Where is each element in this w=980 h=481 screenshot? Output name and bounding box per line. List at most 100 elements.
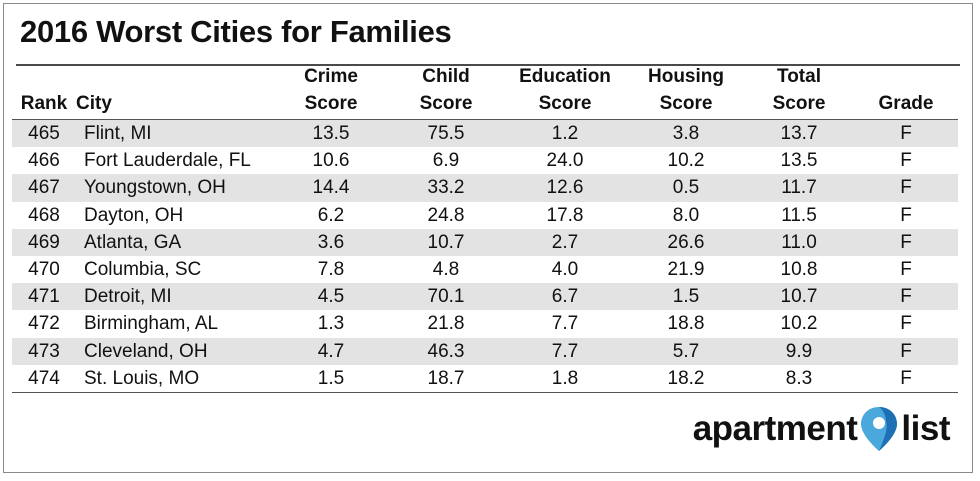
cell-grade: F xyxy=(854,337,958,365)
cell-city: St. Louis, MO xyxy=(76,364,272,393)
cell-total: 11.5 xyxy=(781,204,817,226)
column-header-line: Rank xyxy=(20,93,68,114)
cell-rank: 469 xyxy=(12,228,76,256)
column-header-city: City xyxy=(76,62,272,120)
column-header-line: Score xyxy=(538,93,592,114)
cell-crime: 14.4 xyxy=(272,174,390,202)
cell-city: Flint, MI xyxy=(76,119,272,148)
cell-education: 12.6 xyxy=(502,174,628,202)
cell-city: Fort Lauderdale, FL xyxy=(84,150,251,172)
table-row: 473 Cleveland, OH 4.7 46.3 7.7 5.7 9.9 F xyxy=(12,337,958,365)
cell-child: 21.8 xyxy=(427,313,465,335)
cell-education: 1.2 xyxy=(502,119,628,148)
table-row: 469 Atlanta, GA 3.6 10.7 2.7 26.6 11.0 F xyxy=(12,228,958,256)
column-header-line xyxy=(854,63,958,90)
cell-city: Birmingham, AL xyxy=(84,313,219,335)
cell-child: 75.5 xyxy=(390,119,502,148)
cell-total: 9.9 xyxy=(744,337,854,365)
cities-table: Rank City Crime Score Child Score Education Sc… xyxy=(12,62,958,393)
cell-child: 70.1 xyxy=(390,283,502,311)
cell-education: 6.7 xyxy=(502,283,628,311)
cell-education: 7.7 xyxy=(551,313,579,335)
column-header-line: Grade xyxy=(878,93,934,114)
cell-grade: F xyxy=(854,174,958,202)
cell-grade: F xyxy=(854,119,958,148)
cell-crime: 6.2 xyxy=(317,204,345,226)
table-row: 471 Detroit, MI 4.5 70.1 6.7 1.5 10.7 F xyxy=(12,283,958,311)
cell-city: Detroit, MI xyxy=(76,283,272,311)
cell-city: Youngstown, OH xyxy=(76,174,272,202)
cell-education: 2.7 xyxy=(502,228,628,256)
column-header-grade: Grade xyxy=(854,62,958,120)
cell-education: 7.7 xyxy=(502,337,628,365)
cell-grade: F xyxy=(854,228,958,256)
column-header-education: Education Score xyxy=(502,62,628,120)
cell-crime: 3.6 xyxy=(272,228,390,256)
cell-child: 46.3 xyxy=(390,337,502,365)
cell-rank: 472 xyxy=(28,313,60,335)
cell-total: 10.2 xyxy=(780,313,818,335)
cell-child: 18.7 xyxy=(390,364,502,393)
cell-grade: F xyxy=(900,259,912,281)
cell-rank: 466 xyxy=(28,150,60,172)
cell-housing: 3.8 xyxy=(628,119,744,148)
cell-rank: 468 xyxy=(28,204,60,226)
cell-rank: 474 xyxy=(12,364,76,393)
cell-grade: F xyxy=(900,313,912,335)
cell-rank: 470 xyxy=(28,259,60,281)
column-header-line xyxy=(76,63,272,90)
column-header-line: Total xyxy=(777,66,821,87)
cell-total: 10.7 xyxy=(744,283,854,311)
cell-grade: F xyxy=(854,364,958,393)
column-header-crime: Crime Score xyxy=(272,62,390,120)
cell-crime: 4.5 xyxy=(272,283,390,311)
cell-total: 11.7 xyxy=(744,174,854,202)
cell-child: 24.8 xyxy=(427,204,465,226)
cell-city: Dayton, OH xyxy=(84,204,184,226)
cell-crime: 4.7 xyxy=(272,337,390,365)
column-header-line: Score xyxy=(419,93,473,114)
cell-city: Columbia, SC xyxy=(84,259,202,281)
column-header-line: Education xyxy=(519,66,611,87)
table-header-row: Rank City Crime Score Child Score Education Sc… xyxy=(12,62,958,120)
column-header-rank: Rank xyxy=(12,62,76,120)
cell-housing: 5.7 xyxy=(628,337,744,365)
cell-total: 13.7 xyxy=(744,119,854,148)
column-header-line: Score xyxy=(304,93,358,114)
cell-child: 33.2 xyxy=(390,174,502,202)
cell-total: 10.8 xyxy=(780,259,818,281)
table-row: 465 Flint, MI 13.5 75.5 1.2 3.8 13.7 F xyxy=(12,119,958,148)
column-header-line: City xyxy=(76,93,112,114)
cell-housing: 8.0 xyxy=(672,204,700,226)
cell-total: 11.0 xyxy=(744,228,854,256)
table-row: 467 Youngstown, OH 14.4 33.2 12.6 0.5 11.7 F xyxy=(12,174,958,202)
cell-grade: F xyxy=(900,204,912,226)
column-header-line: Child xyxy=(422,66,470,87)
column-header-housing: Housing Score xyxy=(628,62,744,120)
cell-crime: 10.6 xyxy=(312,150,350,172)
page-title: 2016 Worst Cities for Families xyxy=(20,14,452,49)
cell-child: 4.8 xyxy=(432,259,460,281)
cell-rank: 471 xyxy=(12,283,76,311)
cell-education: 4.0 xyxy=(551,259,579,281)
cell-total: 13.5 xyxy=(780,150,818,172)
cell-housing: 1.5 xyxy=(628,283,744,311)
logo-word-apartment: apartment xyxy=(692,409,858,448)
logo-word-list: list xyxy=(901,409,950,448)
cell-rank: 473 xyxy=(12,337,76,365)
map-pin-icon xyxy=(861,407,898,451)
cell-rank: 465 xyxy=(12,119,76,148)
apartment-list-logo: apartment list xyxy=(693,404,950,454)
table-row: 466 Fort Lauderdale, FL 10.6 6.9 24.0 10.2 13.… xyxy=(12,147,958,174)
column-header-line: Score xyxy=(659,93,713,114)
cell-housing: 21.9 xyxy=(667,259,705,281)
column-header-total: Total Score xyxy=(744,62,854,120)
table-row: 468 Dayton, OH 6.2 24.8 17.8 8.0 11.5 F xyxy=(12,202,958,229)
cell-city: Cleveland, OH xyxy=(76,337,272,365)
cell-child: 6.9 xyxy=(432,150,460,172)
table-row: 472 Birmingham, AL 1.3 21.8 7.7 18.8 10.2 F xyxy=(12,310,958,337)
column-header-line: Score xyxy=(772,93,826,114)
cell-grade: F xyxy=(854,283,958,311)
table-row: 474 St. Louis, MO 1.5 18.7 1.8 18.2 8.3 F xyxy=(12,364,958,393)
column-header-child: Child Score xyxy=(390,62,502,120)
